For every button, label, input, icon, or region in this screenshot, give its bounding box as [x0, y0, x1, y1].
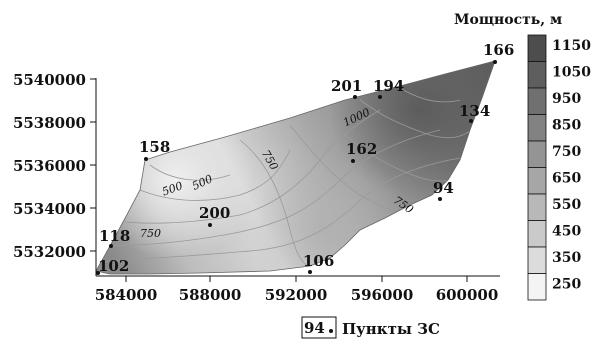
x-tick-label: 596000 [351, 286, 414, 304]
y-tick-label: 5538000 [13, 114, 86, 132]
station-label: 94 [433, 179, 454, 197]
station-legend: 94 Пункты ЗС [301, 316, 440, 339]
y-tick-label: 5532000 [13, 243, 86, 261]
legend-swatch [527, 140, 547, 168]
x-tick-label: 592000 [265, 286, 328, 304]
x-tick-label: 588000 [179, 286, 242, 304]
station-legend-box [301, 316, 337, 339]
y-tick-label: 5540000 [13, 71, 86, 89]
station-marker [96, 271, 100, 275]
station-marker [378, 95, 382, 99]
legend-swatch [527, 167, 547, 195]
legend-tick-label: 250 [552, 277, 581, 293]
legend-swatch [527, 273, 547, 301]
legend-swatch [527, 114, 547, 142]
y-axis-labels: 5540000 5538000 5536000 5534000 5532000 [13, 71, 86, 261]
station-label: 134 [459, 102, 490, 120]
station-label: 200 [199, 204, 230, 222]
legend-tick-label: 650 [552, 171, 581, 187]
x-tick-label: 600000 [436, 286, 499, 304]
legend-tick-label: 1150 [552, 38, 591, 54]
station-marker [109, 244, 113, 248]
station-marker [144, 157, 148, 161]
y-tick-label: 5536000 [13, 157, 86, 175]
station-marker [469, 119, 473, 123]
station-legend-symbol-label: 94 [304, 319, 325, 337]
legend-title: Мощность, м [454, 12, 562, 28]
region-outline [95, 60, 496, 275]
station-label: 166 [483, 41, 514, 59]
station-marker [353, 95, 357, 99]
legend-tick-label: 1050 [552, 65, 591, 81]
contour-label: 750 [140, 227, 161, 240]
station-marker [308, 270, 312, 274]
x-tick-label: 584000 [95, 286, 158, 304]
legend-tick-label: 550 [552, 197, 581, 213]
legend-swatch [527, 34, 547, 62]
legend-tick-label: 850 [552, 118, 581, 134]
thickness-legend: Мощность, м 1150 1050 950 850 750 650 550 450 35… [454, 12, 591, 301]
station-marker [208, 223, 212, 227]
station-label: 102 [98, 257, 129, 275]
legend-swatch [527, 193, 547, 221]
legend-tick-label: 750 [552, 144, 581, 160]
legend-tick-label: 350 [552, 250, 581, 266]
axes [90, 78, 500, 282]
station-marker [493, 60, 497, 64]
x-axis-labels: 584000 588000 592000 596000 600000 [95, 286, 499, 304]
station-label: 162 [346, 140, 377, 158]
legend-swatch [527, 87, 547, 115]
station-marker [351, 159, 355, 163]
station-label: 106 [303, 252, 334, 270]
legend-swatch [527, 220, 547, 248]
legend-swatches [527, 34, 547, 301]
station-label: 194 [373, 77, 404, 95]
legend-swatch [527, 246, 547, 274]
legend-tick-label: 450 [552, 224, 581, 240]
station-label: 158 [139, 138, 170, 156]
station-label: 201 [331, 77, 362, 95]
map-region [96, 61, 495, 274]
legend-tick-label: 950 [552, 91, 581, 107]
legend-labels: 1150 1050 950 850 750 650 550 450 350 250 [552, 38, 591, 293]
station-label: 118 [99, 227, 130, 245]
station-legend-text: Пункты ЗС [342, 320, 440, 338]
station-marker [438, 197, 442, 201]
station-legend-marker [329, 329, 333, 333]
contour-lines [99, 87, 481, 269]
legend-swatch [527, 61, 547, 89]
y-tick-label: 5534000 [13, 200, 86, 218]
station-points: 166 201 194 134 158 162 94 200 118 102 1… [96, 41, 514, 275]
